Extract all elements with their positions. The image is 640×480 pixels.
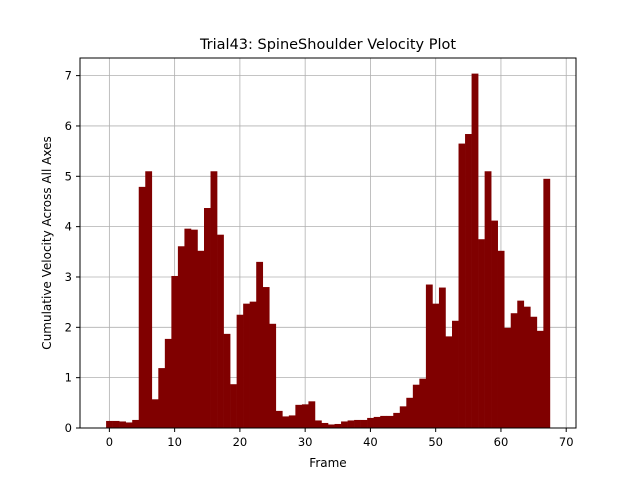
- bar: [543, 178, 551, 428]
- bar: [386, 415, 394, 428]
- bar: [484, 171, 492, 428]
- bar: [504, 327, 512, 428]
- y-tick-label: 2: [65, 320, 72, 334]
- bar: [223, 333, 231, 428]
- bar: [262, 287, 270, 428]
- chart-title: Trial43: SpineShoulder Velocity Plot: [199, 37, 456, 53]
- x-tick-label: 70: [559, 435, 574, 449]
- bar: [138, 186, 146, 428]
- bar: [256, 261, 264, 428]
- bar: [438, 287, 446, 428]
- bar: [334, 423, 342, 428]
- bar: [308, 401, 316, 428]
- bar: [510, 313, 518, 428]
- bar: [452, 320, 459, 428]
- bar: [347, 420, 355, 428]
- x-tick-label: 20: [233, 435, 248, 449]
- bar: [243, 303, 250, 428]
- bar: [145, 171, 153, 428]
- x-axis-label: Frame: [309, 456, 346, 470]
- y-tick-label: 6: [65, 119, 72, 133]
- y-tick-label: 3: [65, 270, 72, 284]
- x-tick-label: 30: [298, 435, 313, 449]
- bar: [478, 239, 485, 428]
- bar: [321, 422, 329, 428]
- bar: [184, 228, 192, 428]
- y-tick-label: 5: [65, 169, 72, 183]
- bar: [230, 384, 237, 428]
- y-tick-label: 0: [65, 421, 72, 435]
- bar: [354, 419, 361, 428]
- bar: [249, 301, 257, 428]
- bar: [491, 220, 498, 428]
- x-tick-label: 40: [363, 435, 378, 449]
- bar: [425, 284, 433, 428]
- bar: [523, 306, 531, 428]
- bar: [132, 419, 140, 428]
- bar: [217, 234, 224, 428]
- bar: [204, 208, 211, 428]
- bar: [406, 397, 414, 428]
- bar: [210, 171, 218, 428]
- y-tick-label: 1: [65, 371, 72, 385]
- bar: [445, 336, 453, 428]
- bar: [197, 250, 205, 428]
- bar: [269, 323, 277, 428]
- bar: [393, 412, 401, 428]
- x-tick-label: 10: [167, 435, 182, 449]
- bar: [373, 416, 381, 428]
- bar: [536, 330, 544, 428]
- bar: [380, 415, 388, 428]
- bar: [119, 421, 126, 428]
- y-tick-label: 4: [65, 220, 72, 234]
- bar: [367, 417, 374, 428]
- bar: [458, 143, 466, 428]
- bar: [419, 378, 427, 428]
- bar: [314, 420, 322, 428]
- bar: [517, 300, 525, 428]
- bar: [412, 384, 420, 428]
- y-axis-label: Cumulative Velocity Across All Axes: [40, 136, 54, 349]
- bar: [288, 415, 296, 428]
- bar: [112, 420, 120, 428]
- bar: [125, 422, 133, 428]
- tick-layer: 0 10 20 30 40 50 60 70 0 1 2 3 4 5 6 7: [65, 69, 574, 449]
- x-tick-label: 60: [494, 435, 509, 449]
- bar: [341, 421, 348, 428]
- bar: [190, 229, 198, 428]
- bar: [497, 250, 505, 428]
- bar: [236, 314, 244, 428]
- bar: [471, 73, 479, 429]
- bar: [432, 303, 440, 428]
- y-tick-label: 7: [65, 69, 72, 83]
- bar: [171, 275, 179, 428]
- x-tick-label: 50: [428, 435, 443, 449]
- bar: [282, 416, 290, 428]
- plot-frame: [79, 57, 577, 429]
- bar: [295, 404, 303, 428]
- bar: [151, 399, 159, 428]
- x-tick-label: 0: [106, 435, 113, 449]
- bar: [164, 338, 172, 428]
- bar: [275, 410, 283, 428]
- bar: [360, 419, 368, 428]
- bar: [177, 246, 185, 428]
- bar: [465, 134, 472, 428]
- bar: [158, 368, 166, 428]
- bar: [106, 420, 113, 428]
- bar: [530, 316, 538, 428]
- bar: [399, 406, 407, 428]
- bar-layer: [106, 73, 551, 429]
- bar: [301, 404, 309, 428]
- bar: [328, 424, 335, 428]
